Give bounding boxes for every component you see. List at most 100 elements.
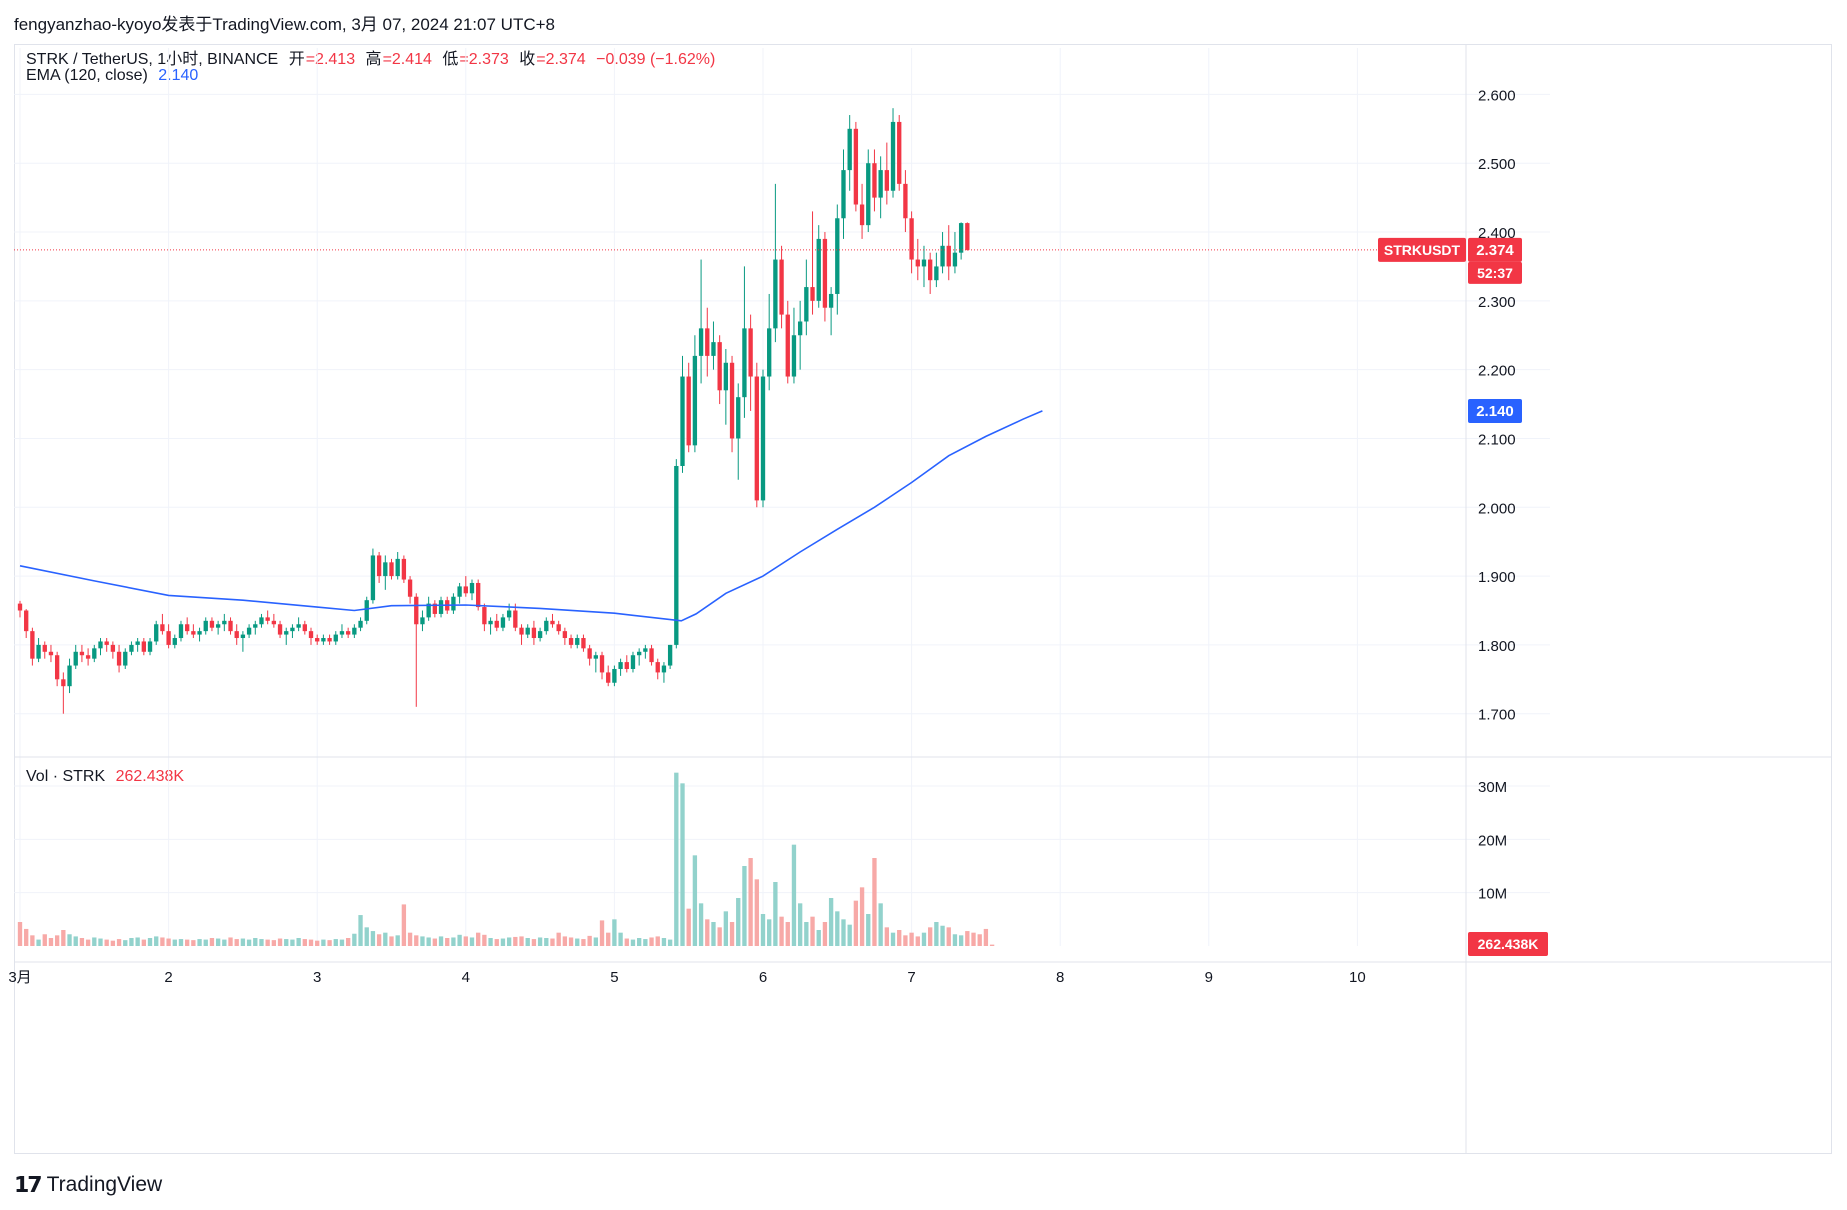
volume-bar[interactable] bbox=[630, 939, 636, 946]
candle-body[interactable] bbox=[30, 631, 35, 659]
volume-bar[interactable] bbox=[240, 938, 246, 946]
volume-bar[interactable] bbox=[513, 936, 518, 946]
volume-bar[interactable] bbox=[327, 940, 332, 946]
volume-bar[interactable] bbox=[259, 939, 264, 946]
volume-bar[interactable] bbox=[265, 939, 270, 946]
candle-body[interactable] bbox=[321, 638, 326, 642]
candle-body[interactable] bbox=[550, 620, 555, 625]
candle-body[interactable] bbox=[890, 121, 896, 191]
candle-body[interactable] bbox=[92, 648, 97, 659]
candle-body[interactable] bbox=[364, 600, 369, 621]
volume-bar[interactable] bbox=[667, 939, 673, 946]
candle-body[interactable] bbox=[822, 238, 828, 308]
volume-bar[interactable] bbox=[952, 934, 958, 946]
volume-bar[interactable] bbox=[203, 939, 208, 946]
volume-bar[interactable] bbox=[698, 903, 704, 946]
candle-body[interactable] bbox=[797, 321, 803, 336]
volume-bar[interactable] bbox=[928, 927, 933, 946]
volume-bar[interactable] bbox=[123, 940, 128, 946]
volume-bar[interactable] bbox=[191, 940, 196, 946]
candle-body[interactable] bbox=[804, 287, 809, 322]
candle-body[interactable] bbox=[463, 586, 468, 594]
candle-body[interactable] bbox=[630, 655, 636, 669]
candle-body[interactable] bbox=[767, 328, 772, 377]
volume-bar[interactable] bbox=[166, 938, 171, 946]
volume-bar[interactable] bbox=[618, 932, 623, 946]
candle-body[interactable] bbox=[680, 376, 685, 466]
candle-body[interactable] bbox=[469, 582, 475, 594]
volume-bar[interactable] bbox=[376, 934, 382, 946]
candle-body[interactable] bbox=[54, 655, 60, 680]
candle-body[interactable] bbox=[116, 651, 122, 666]
candle-body[interactable] bbox=[302, 624, 307, 632]
volume-bar[interactable] bbox=[476, 932, 481, 946]
volume-bar[interactable] bbox=[828, 898, 834, 946]
volume-bar[interactable] bbox=[711, 922, 716, 946]
volume-bar[interactable] bbox=[909, 932, 914, 946]
candle-body[interactable] bbox=[537, 631, 543, 639]
volume-bar[interactable] bbox=[98, 938, 103, 946]
volume-bar[interactable] bbox=[884, 927, 890, 946]
volume-bar[interactable] bbox=[575, 938, 580, 946]
candle-body[interactable] bbox=[73, 651, 78, 666]
candle-body[interactable] bbox=[760, 376, 766, 501]
volume-bar[interactable] bbox=[451, 937, 456, 946]
volume-bar[interactable] bbox=[853, 900, 859, 946]
candle-body[interactable] bbox=[48, 651, 54, 656]
volume-bar[interactable] bbox=[705, 919, 710, 946]
volume-bar[interactable] bbox=[866, 914, 871, 946]
candle-body[interactable] bbox=[358, 620, 363, 628]
volume-bar[interactable] bbox=[364, 927, 369, 946]
candle-body[interactable] bbox=[544, 620, 549, 632]
candle-body[interactable] bbox=[717, 342, 722, 391]
footer-brand[interactable]: 𝟭𝟳 TradingView bbox=[14, 1172, 162, 1198]
candle-body[interactable] bbox=[67, 665, 72, 687]
volume-bar[interactable] bbox=[940, 925, 945, 946]
candle-body[interactable] bbox=[17, 603, 23, 611]
candle-body[interactable] bbox=[457, 586, 462, 597]
candle-body[interactable] bbox=[649, 648, 654, 663]
volume-bar[interactable] bbox=[903, 935, 908, 946]
candle-body[interactable] bbox=[655, 662, 660, 673]
volume-bar[interactable] bbox=[587, 935, 592, 946]
volume-bar[interactable] bbox=[544, 938, 549, 946]
volume-bar[interactable] bbox=[284, 939, 289, 946]
candle-body[interactable] bbox=[698, 328, 704, 356]
candle-body[interactable] bbox=[909, 218, 914, 260]
volume-bar[interactable] bbox=[680, 783, 685, 946]
volume-bar[interactable] bbox=[141, 939, 147, 946]
candle-body[interactable] bbox=[729, 362, 735, 439]
volume-bar[interactable] bbox=[971, 932, 976, 946]
candle-body[interactable] bbox=[160, 624, 165, 632]
candle-body[interactable] bbox=[618, 662, 623, 669]
candle-body[interactable] bbox=[265, 617, 270, 621]
candle-body[interactable] bbox=[599, 655, 605, 673]
candle-body[interactable] bbox=[352, 627, 357, 635]
volume-bar[interactable] bbox=[965, 931, 970, 946]
volume-bar[interactable] bbox=[723, 911, 729, 946]
candle-body[interactable] bbox=[327, 638, 332, 642]
volume-bar[interactable] bbox=[643, 939, 648, 946]
volume-bar[interactable] bbox=[67, 934, 72, 946]
candle-body[interactable] bbox=[42, 644, 47, 652]
candle-body[interactable] bbox=[79, 651, 85, 656]
volume-bar[interactable] bbox=[519, 936, 524, 946]
candle-body[interactable] bbox=[667, 644, 673, 666]
volume-bar[interactable] bbox=[958, 935, 964, 946]
volume-bar[interactable] bbox=[426, 937, 431, 946]
volume-bar[interactable] bbox=[308, 939, 314, 946]
volume-bar[interactable] bbox=[414, 935, 419, 946]
candle-body[interactable] bbox=[562, 631, 568, 639]
volume-bar[interactable] bbox=[234, 939, 239, 946]
candle-body[interactable] bbox=[835, 218, 840, 294]
volume-bar[interactable] bbox=[129, 938, 134, 946]
volume-bar[interactable] bbox=[525, 938, 530, 946]
candle-body[interactable] bbox=[723, 362, 729, 391]
candle-body[interactable] bbox=[872, 163, 877, 198]
candle-body[interactable] bbox=[841, 170, 846, 219]
candle-body[interactable] bbox=[271, 620, 277, 625]
candle-body[interactable] bbox=[389, 562, 394, 577]
volume-bar[interactable] bbox=[160, 937, 165, 946]
candle-body[interactable] bbox=[277, 624, 283, 635]
candle-body[interactable] bbox=[451, 596, 456, 611]
